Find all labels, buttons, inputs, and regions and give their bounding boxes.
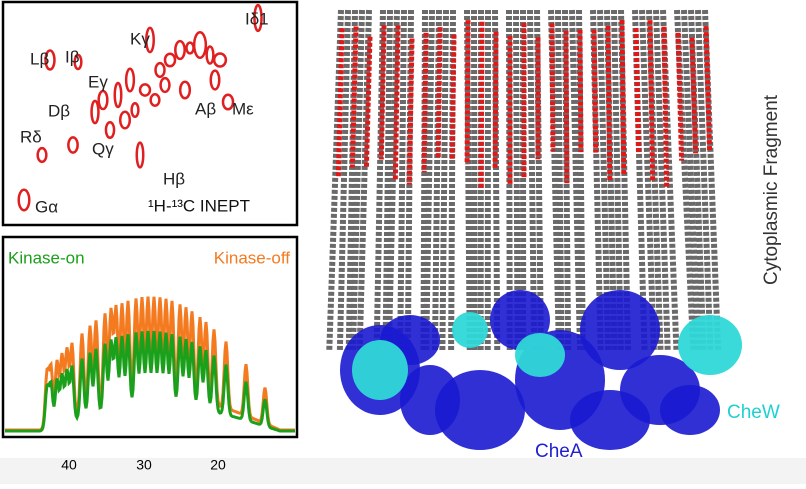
legend-on: Kinase-on <box>8 248 85 267</box>
region-label: Cytoplasmic Fragment <box>761 94 782 285</box>
peak <box>106 122 114 138</box>
peak <box>151 94 160 105</box>
peak-label: Iβ <box>65 47 80 66</box>
helix-red <box>495 32 496 169</box>
chew-domain <box>452 312 488 348</box>
peak-label: Eγ <box>88 72 108 91</box>
x-tick-label: 20 <box>210 457 226 473</box>
helix-red <box>552 23 553 151</box>
peak-label: Kγ <box>130 29 150 48</box>
peak <box>156 63 165 77</box>
x-tick-label: 40 <box>61 457 77 473</box>
structure-image <box>329 10 742 450</box>
peak <box>186 43 193 54</box>
spectra-panel <box>5 297 295 431</box>
helix <box>558 10 561 350</box>
peak <box>180 82 190 98</box>
peak <box>137 143 143 168</box>
peak <box>175 41 184 59</box>
helix <box>467 10 470 350</box>
peak <box>207 46 214 63</box>
peak-label: Iδ1 <box>245 9 269 28</box>
legend-off: Kinase-off <box>214 248 291 267</box>
peak <box>120 112 130 129</box>
peak <box>115 83 121 107</box>
peak-label: Hβ <box>163 169 185 188</box>
helix <box>400 10 404 350</box>
experiment-label: ¹H-¹³C INEPT <box>148 196 250 215</box>
helix <box>474 10 475 350</box>
helix <box>495 10 497 350</box>
peak <box>92 101 99 123</box>
peak-label: Aβ <box>195 99 216 118</box>
peak <box>99 91 108 109</box>
peak-label: Lβ <box>30 49 49 68</box>
peak-label: Dβ <box>48 101 70 120</box>
peak <box>165 54 175 67</box>
peak <box>214 53 226 66</box>
helix <box>377 10 383 350</box>
chea-domain <box>660 385 720 435</box>
peak-label: Qγ <box>92 139 114 158</box>
peak-label: Gα <box>35 197 58 216</box>
helix-red <box>580 30 581 152</box>
peak <box>194 32 206 58</box>
peak-label: Rδ <box>20 127 42 146</box>
chea-domain <box>435 370 525 450</box>
nmr-panel: Lβ Iβ Eγ Kγ Iδ1 Dβ Aβ Mε Rδ Qγ Hβ Gα ¹H-¹³C INEPT <box>19 5 269 216</box>
helix-red <box>452 35 454 161</box>
helix-red <box>594 30 596 153</box>
helix-red <box>636 28 639 154</box>
footer-band <box>0 458 806 484</box>
chew-domain <box>678 315 742 375</box>
peak <box>19 190 30 210</box>
peak <box>140 84 150 95</box>
helix-red <box>481 22 482 190</box>
peak <box>132 103 139 117</box>
helix-red <box>467 20 468 164</box>
peak <box>38 148 47 162</box>
chew-label: CheW <box>727 402 780 423</box>
peak-label: Mε <box>232 99 254 118</box>
chea-label: CheA <box>535 441 583 462</box>
peak <box>211 71 220 90</box>
chew-domain <box>515 333 565 377</box>
peak <box>68 137 77 152</box>
helix <box>442 10 446 350</box>
peak <box>126 69 134 92</box>
chew-domain <box>352 340 408 400</box>
helix-red <box>438 27 440 158</box>
helix-red <box>381 25 384 159</box>
helix-red <box>338 28 342 177</box>
peak <box>161 78 170 92</box>
x-tick-label: 30 <box>136 457 152 473</box>
